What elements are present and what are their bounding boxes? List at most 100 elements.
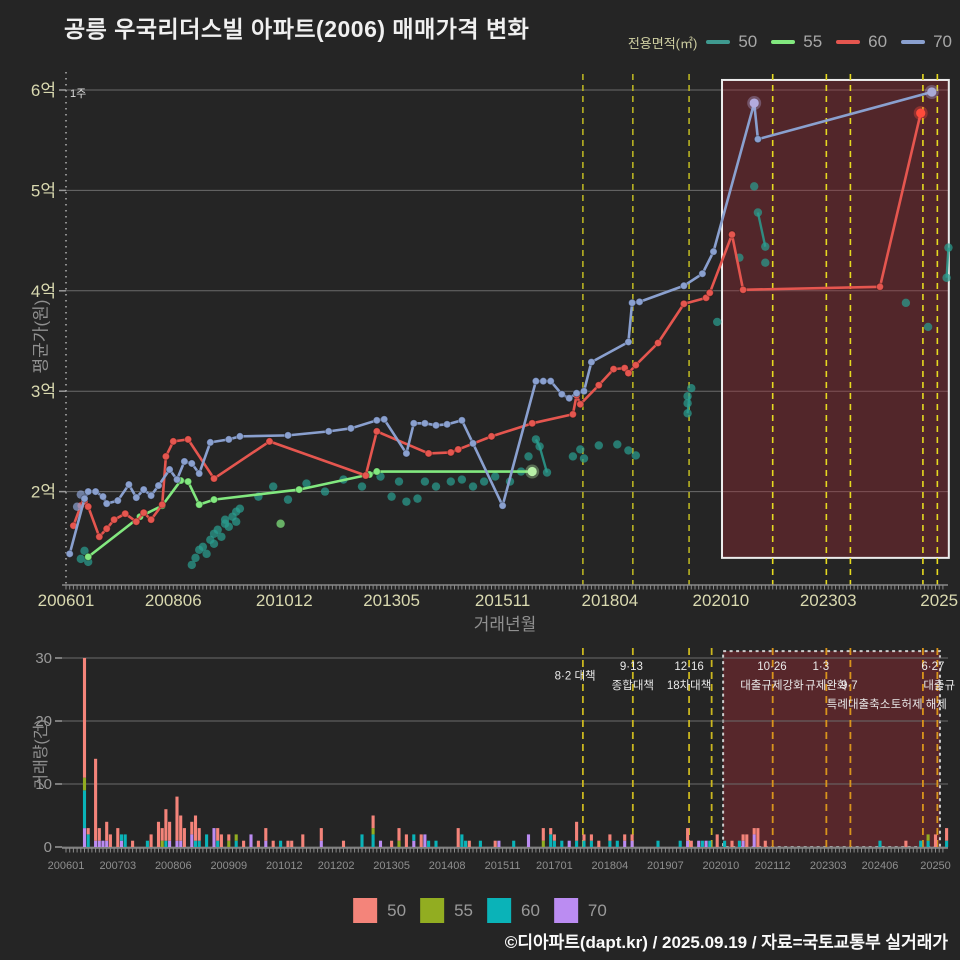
legend-item-55[interactable]: 55 [771,32,822,52]
legend-item-60[interactable]: 60 [836,32,887,52]
legend-square-swatch [553,898,578,923]
policy-annotation: 6·27 [921,661,944,673]
volume-bar-segment [575,840,579,847]
volume-bar-segment [493,840,497,847]
price-x-ticks: 200601 200806 201012 201305 201511 201804 2020… [38,591,958,610]
volume-bar-segment [623,840,627,847]
volume-bar-segment [704,840,708,847]
legend-item-70[interactable]: 70 [901,32,952,52]
volume-bar-segment [686,828,690,841]
svg-text:201408: 201408 [429,860,466,872]
svg-text:20250: 20250 [920,860,951,872]
volume-bar-segment [234,840,238,847]
svg-text:201012: 201012 [266,860,303,872]
volume-bar-segment [371,834,375,847]
volume-bar-segment [945,840,949,847]
volume-bar-segment [697,840,701,847]
volume-bar-segment [623,834,627,841]
svg-text:201804: 201804 [592,860,629,872]
volume-bar-segment [168,840,172,847]
volume-legend-item-60[interactable]: 60 [487,898,540,923]
svg-text:20: 20 [35,713,52,730]
svg-text:200806: 200806 [155,860,192,872]
legend-item-label: 55 [803,32,823,51]
volume-bar-segment [933,834,938,847]
volume-bar-segment [567,840,571,847]
svg-text:200601: 200601 [48,860,85,872]
volume-legend-item-70[interactable]: 70 [553,898,607,923]
volume-bar-segment [319,840,323,847]
volume-bar-segment [412,834,416,841]
svg-text:200806: 200806 [145,591,202,610]
volume-bar-segment [82,790,87,829]
policy-annotation: 8·2 대책 [555,669,596,683]
price-series-60 [69,106,928,541]
policy-annotation: 규제완화 [805,679,848,692]
volume-bar-segment [197,840,201,847]
volume-bar-segment [149,834,153,847]
volume-bar-segment [360,834,364,847]
volume-legend-item-55[interactable]: 55 [420,898,473,923]
volume-bar-segment [371,815,375,829]
volume-bar-segment [319,828,323,841]
svg-text:201511: 201511 [485,860,521,872]
policy-annotation: 18차대책 [667,678,712,692]
volume-legend-item-label: 50 [387,900,407,920]
volume-bar-segment [101,840,105,847]
volume-bar-segment [175,796,179,841]
volume-bar-segment [615,840,619,847]
volume-bar-segment [763,840,767,847]
volume-bar-segment [105,821,109,841]
volume-highlight-box [722,650,941,848]
volume-bar-segment [264,828,268,841]
legend-line-swatch [836,40,861,44]
volume-bar-segment [434,840,438,847]
legend-item-50[interactable]: 50 [706,32,757,52]
volume-legend-item-label: 55 [454,900,473,920]
week-note: 1주 [70,88,86,100]
volume-bar-segment [756,828,760,847]
price-series-55 [84,464,540,561]
svg-text:200601: 200601 [38,591,95,610]
volume-bar-segment [205,834,209,847]
volume-bar-segment [541,840,545,847]
volume-bar-segment [423,834,427,847]
volume-bar-segment [560,840,564,847]
volume-bar-segment [94,840,98,847]
volume-bar-segment [164,809,168,841]
volume-bar-segment [145,840,149,847]
svg-text:202010: 202010 [703,860,740,872]
volume-bar-segment [427,840,431,847]
policy-annotation: 1·3 [812,661,829,673]
volume-bar-segment [945,828,949,841]
svg-text:202303: 202303 [810,860,847,872]
svg-text:4억: 4억 [31,282,56,301]
volume-bar-segment [926,834,930,841]
volume-bar-segment [460,834,464,847]
volume-bar-segment [575,821,579,841]
volume-bar-segment [467,840,471,847]
policy-annotation: 9·7 [841,680,858,692]
svg-text:202010: 202010 [693,591,750,610]
svg-text:201305: 201305 [373,860,410,872]
volume-legend-item-50[interactable]: 50 [353,898,406,923]
volume-bar-segment [456,828,460,847]
volume-bar-segment [526,834,531,847]
volume-y-axis-title: 거래량(건) [33,719,50,789]
volume-bar-segment [630,840,634,847]
volume-bar-segment [371,828,375,835]
volume-bar-segment [242,840,246,847]
volume-bar-segment [582,840,586,847]
legend-item-label: 50 [738,32,758,51]
volume-bar-segment [390,840,394,847]
volume-bar-segment [589,834,593,841]
svg-text:201202: 201202 [318,860,355,872]
area-legend: 전용면적(㎡) 50 55 60 70 [628,32,952,52]
volume-bar-segment [82,777,87,791]
volume-bar-segment [689,840,693,847]
policy-annotation: 특례대출축소 [827,698,890,711]
volume-bar-segment [723,840,727,847]
area-legend-items: 50 55 60 70 [706,32,952,52]
volume-bar-segment [123,834,127,847]
